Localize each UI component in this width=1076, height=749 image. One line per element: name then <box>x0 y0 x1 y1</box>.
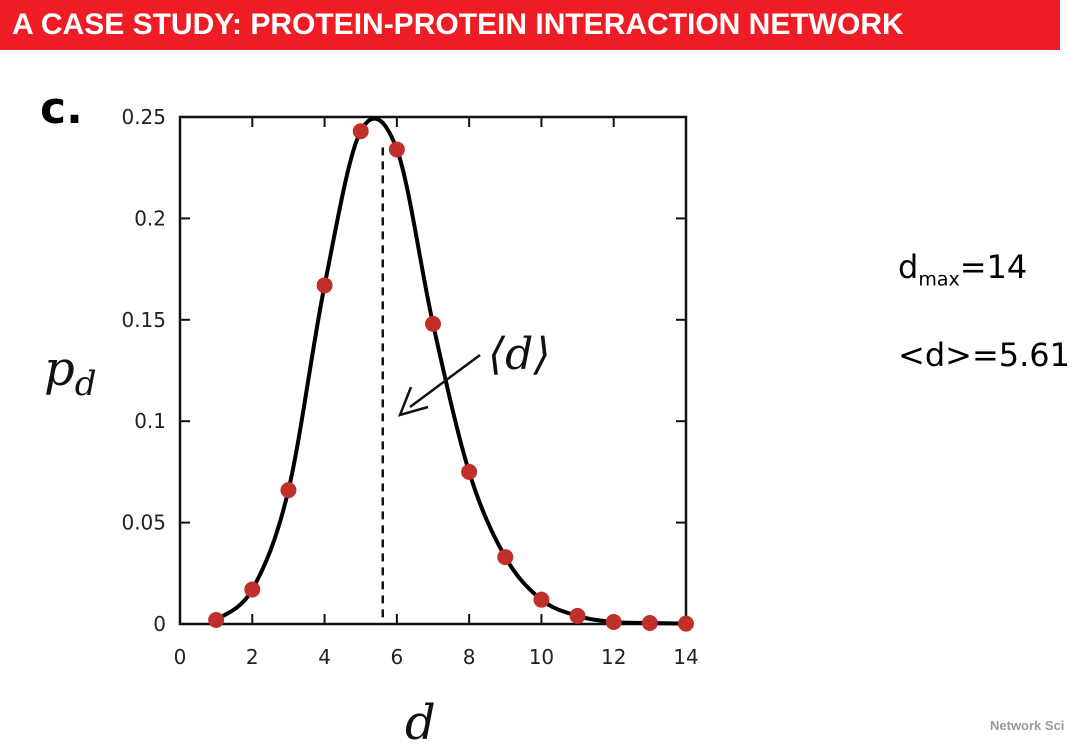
dmax-value: =14 <box>959 248 1028 286</box>
data-point <box>244 581 261 598</box>
x-tick-label: 4 <box>318 645 331 669</box>
path-length-chart: c. 0 2 4 6 8 10 12 14 0 0.05 0.1 0.15 0.2 0.25 ⟨d⟩ d… <box>40 83 699 749</box>
x-tick-label: 0 <box>174 645 187 669</box>
y-tick-label: 0 <box>153 612 166 636</box>
series-line <box>214 116 687 626</box>
data-point <box>678 615 694 632</box>
data-point <box>533 591 550 608</box>
avg-d-annotation: <d>=5.61 <box>898 336 1070 374</box>
y-axis-label-base: p <box>44 341 75 397</box>
x-tick-label: 2 <box>246 645 259 669</box>
mean-label: ⟨d⟩ <box>488 329 551 380</box>
y-tick-label: 0.25 <box>121 105 166 129</box>
arrow-head <box>397 386 429 417</box>
x-axis-label: d <box>405 695 436 749</box>
footer-text: Network Sci <box>990 718 1065 733</box>
y-tick-label: 0.05 <box>121 511 166 535</box>
dmax-base: d <box>898 248 919 286</box>
x-tick-label: 14 <box>673 645 698 669</box>
data-point <box>425 315 441 332</box>
y-axis-ticks: 0 0.05 0.1 0.15 0.2 0.25 <box>121 105 686 636</box>
data-point <box>316 277 333 294</box>
panel-label: c. <box>40 83 83 134</box>
data-point <box>388 141 405 158</box>
x-tick-label: 10 <box>529 645 554 669</box>
dmax-annotation: dmax=14 <box>898 248 1027 290</box>
data-point <box>280 482 297 499</box>
mean-arrow <box>397 353 481 417</box>
y-tick-label: 0.1 <box>134 409 166 433</box>
y-axis-label-sub: d <box>75 364 97 404</box>
x-axis-ticks: 0 2 4 6 8 10 12 14 <box>174 117 699 669</box>
y-tick-label: 0.2 <box>134 206 166 230</box>
data-point <box>208 611 225 628</box>
y-tick-label: 0.15 <box>121 308 166 332</box>
data-point <box>569 607 586 624</box>
y-axis-label: pd <box>44 341 97 404</box>
x-tick-label: 6 <box>390 645 403 669</box>
arrow-shaft <box>409 353 481 409</box>
data-points <box>208 123 694 632</box>
plot-frame <box>178 115 688 626</box>
data-point <box>352 123 369 140</box>
data-point <box>497 549 514 566</box>
data-point <box>461 463 478 480</box>
x-tick-label: 8 <box>463 645 476 669</box>
data-point <box>605 613 622 630</box>
dmax-sub: max <box>918 268 960 291</box>
x-tick-label: 12 <box>601 645 626 669</box>
slide-title: A CASE STUDY: PROTEIN-PROTEIN INTERACTIO… <box>0 0 1060 50</box>
data-point <box>641 614 658 631</box>
